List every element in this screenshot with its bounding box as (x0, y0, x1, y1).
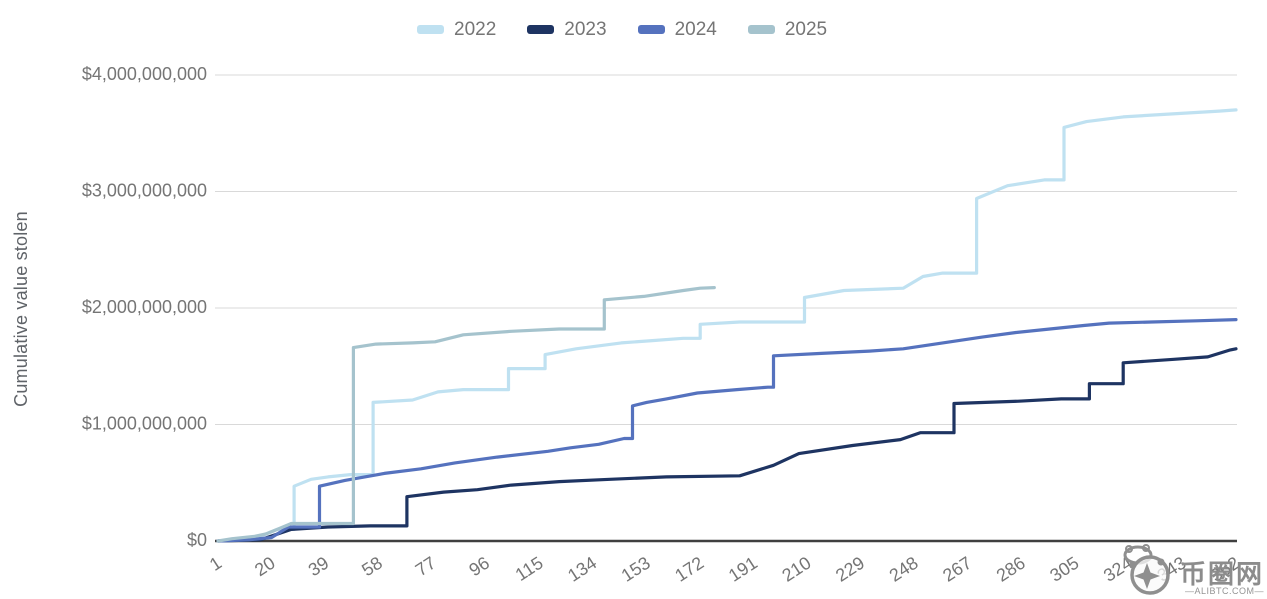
y-tick-label: $3,000,000,000 (82, 180, 207, 200)
y-tick-label: $0 (187, 530, 207, 550)
legend-swatch-2025 (747, 25, 775, 34)
series-line-2025 (216, 286, 716, 543)
x-tick-label: 286 (993, 553, 1029, 586)
x-tick-label: 362 (1207, 553, 1243, 586)
legend-swatch-2024 (637, 25, 665, 34)
legend-item-2022: 2022 (417, 20, 496, 39)
x-tick-label: 1 (206, 553, 225, 575)
legend-swatch-2022 (417, 25, 444, 34)
chart-legend: 2022 2023 2024 2025 (417, 20, 827, 39)
legend-item-2023: 2023 (527, 19, 607, 40)
y-tick-label: $4,000,000,000 (82, 64, 207, 84)
series-line-2023 (216, 347, 1238, 543)
x-tick-label: 324 (1100, 553, 1136, 586)
legend-label: 2023 (564, 19, 607, 40)
x-tick-label: 39 (305, 553, 333, 581)
legend-swatch-2023 (527, 25, 555, 34)
series-line-2024 (216, 318, 1238, 543)
x-tick-label: 134 (564, 553, 600, 586)
y-tick-label: $2,000,000,000 (82, 297, 207, 317)
x-tick-label: 191 (725, 553, 761, 586)
x-tick-label: 172 (671, 553, 707, 586)
x-tick-label: 20 (251, 553, 279, 581)
x-tick-label: 96 (465, 553, 493, 581)
legend-item-2024: 2024 (637, 19, 717, 40)
x-tick-label: 115 (512, 553, 547, 585)
x-tick-label: 248 (886, 553, 922, 586)
series-line-2022 (216, 108, 1238, 543)
x-tick-label: 267 (939, 553, 975, 586)
legend-item-2025: 2025 (747, 19, 828, 40)
x-tick-label: 153 (618, 553, 654, 586)
legend-label: 2022 (454, 19, 497, 40)
legend-label: 2025 (784, 19, 828, 40)
x-tick-label: 77 (412, 553, 440, 581)
y-tick-label: $1,000,000,000 (82, 413, 207, 433)
x-tick-label: 210 (778, 553, 814, 586)
x-tick-label: 343 (1154, 553, 1190, 586)
legend-label: 2024 (674, 19, 717, 40)
x-tick-label: 58 (358, 553, 386, 581)
x-tick-label: 305 (1046, 553, 1082, 586)
x-tick-label: 229 (832, 553, 868, 586)
